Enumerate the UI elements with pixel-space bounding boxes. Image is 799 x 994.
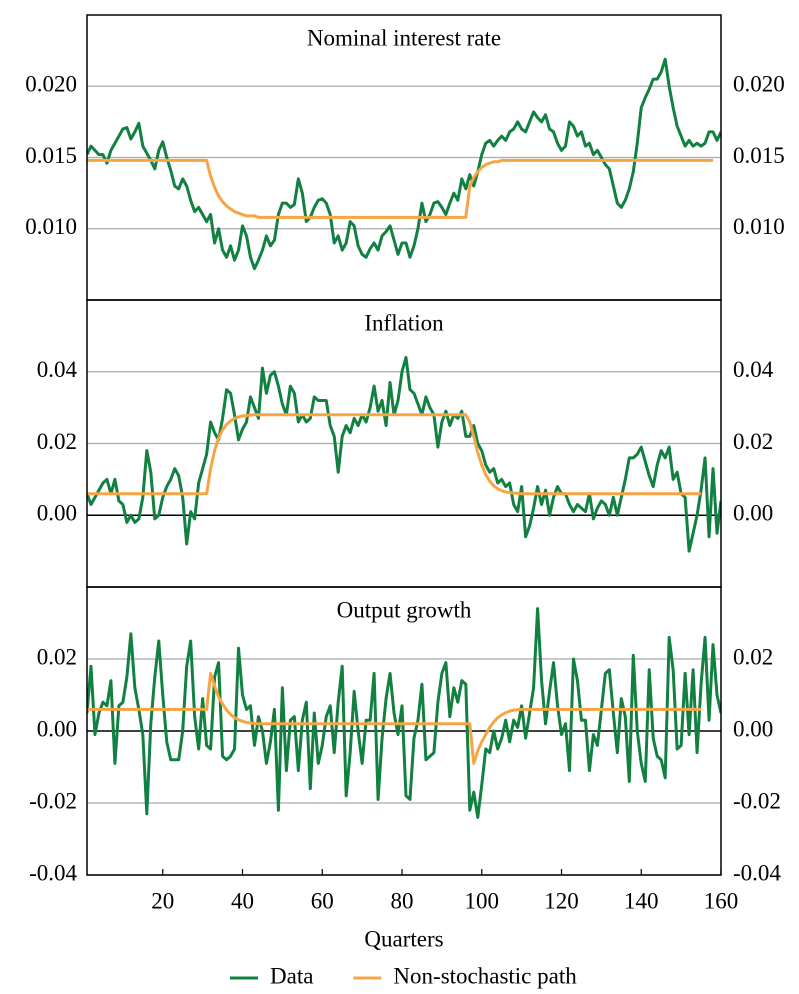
- y2-tick-label: 0.020: [733, 72, 785, 97]
- y2-tick-label: 0.010: [733, 214, 785, 239]
- x-tick-label: 140: [624, 888, 659, 913]
- y2-tick-label: 0.02: [733, 429, 773, 454]
- y-tick-label: 0.02: [37, 644, 77, 669]
- y-tick-label: 0.00: [37, 716, 77, 741]
- x-tick-label: 40: [231, 888, 254, 913]
- y-tick-label: 0.010: [25, 214, 77, 239]
- data-line: [87, 607, 721, 819]
- panel-title: Inflation: [364, 310, 444, 335]
- y2-tick-label: 0.00: [733, 501, 773, 526]
- y2-tick-label: 0.04: [733, 357, 774, 382]
- panel-title: Output growth: [337, 597, 472, 622]
- y2-tick-label: -0.02: [733, 788, 781, 813]
- y-tick-label: 0.020: [25, 72, 77, 97]
- y-tick-label: 0.04: [37, 357, 78, 382]
- panel-title: Nominal interest rate: [307, 25, 501, 50]
- plot-area: [87, 57, 721, 271]
- y2-tick-label: 0.015: [733, 143, 785, 168]
- y-tick-label: -0.02: [29, 788, 77, 813]
- x-axis-label: Quarters: [364, 926, 443, 951]
- data-line: [87, 158, 714, 219]
- data-line: [87, 355, 721, 553]
- y-tick-label: 0.015: [25, 143, 77, 168]
- legend-label: Non-stochastic path: [393, 963, 577, 988]
- y-tick-label: 0.00: [37, 501, 77, 526]
- data-line: [87, 413, 702, 496]
- x-tick-label: 60: [311, 888, 334, 913]
- y-tick-label: -0.04: [29, 860, 77, 885]
- y2-tick-label: 0.00: [733, 716, 773, 741]
- x-tick-label: 160: [704, 888, 739, 913]
- panel-frame: [86, 586, 722, 876]
- y2-tick-label: -0.04: [733, 860, 781, 885]
- data-line: [87, 671, 702, 765]
- x-tick-label: 80: [391, 888, 414, 913]
- data-line: [87, 57, 721, 271]
- legend-label: Data: [270, 963, 313, 988]
- y-tick-label: 0.02: [37, 429, 77, 454]
- y2-tick-label: 0.02: [733, 644, 773, 669]
- x-tick-label: 20: [151, 888, 174, 913]
- x-tick-label: 100: [465, 888, 500, 913]
- plot-area: [87, 355, 721, 553]
- x-tick-label: 120: [544, 888, 579, 913]
- plot-area: [87, 607, 721, 819]
